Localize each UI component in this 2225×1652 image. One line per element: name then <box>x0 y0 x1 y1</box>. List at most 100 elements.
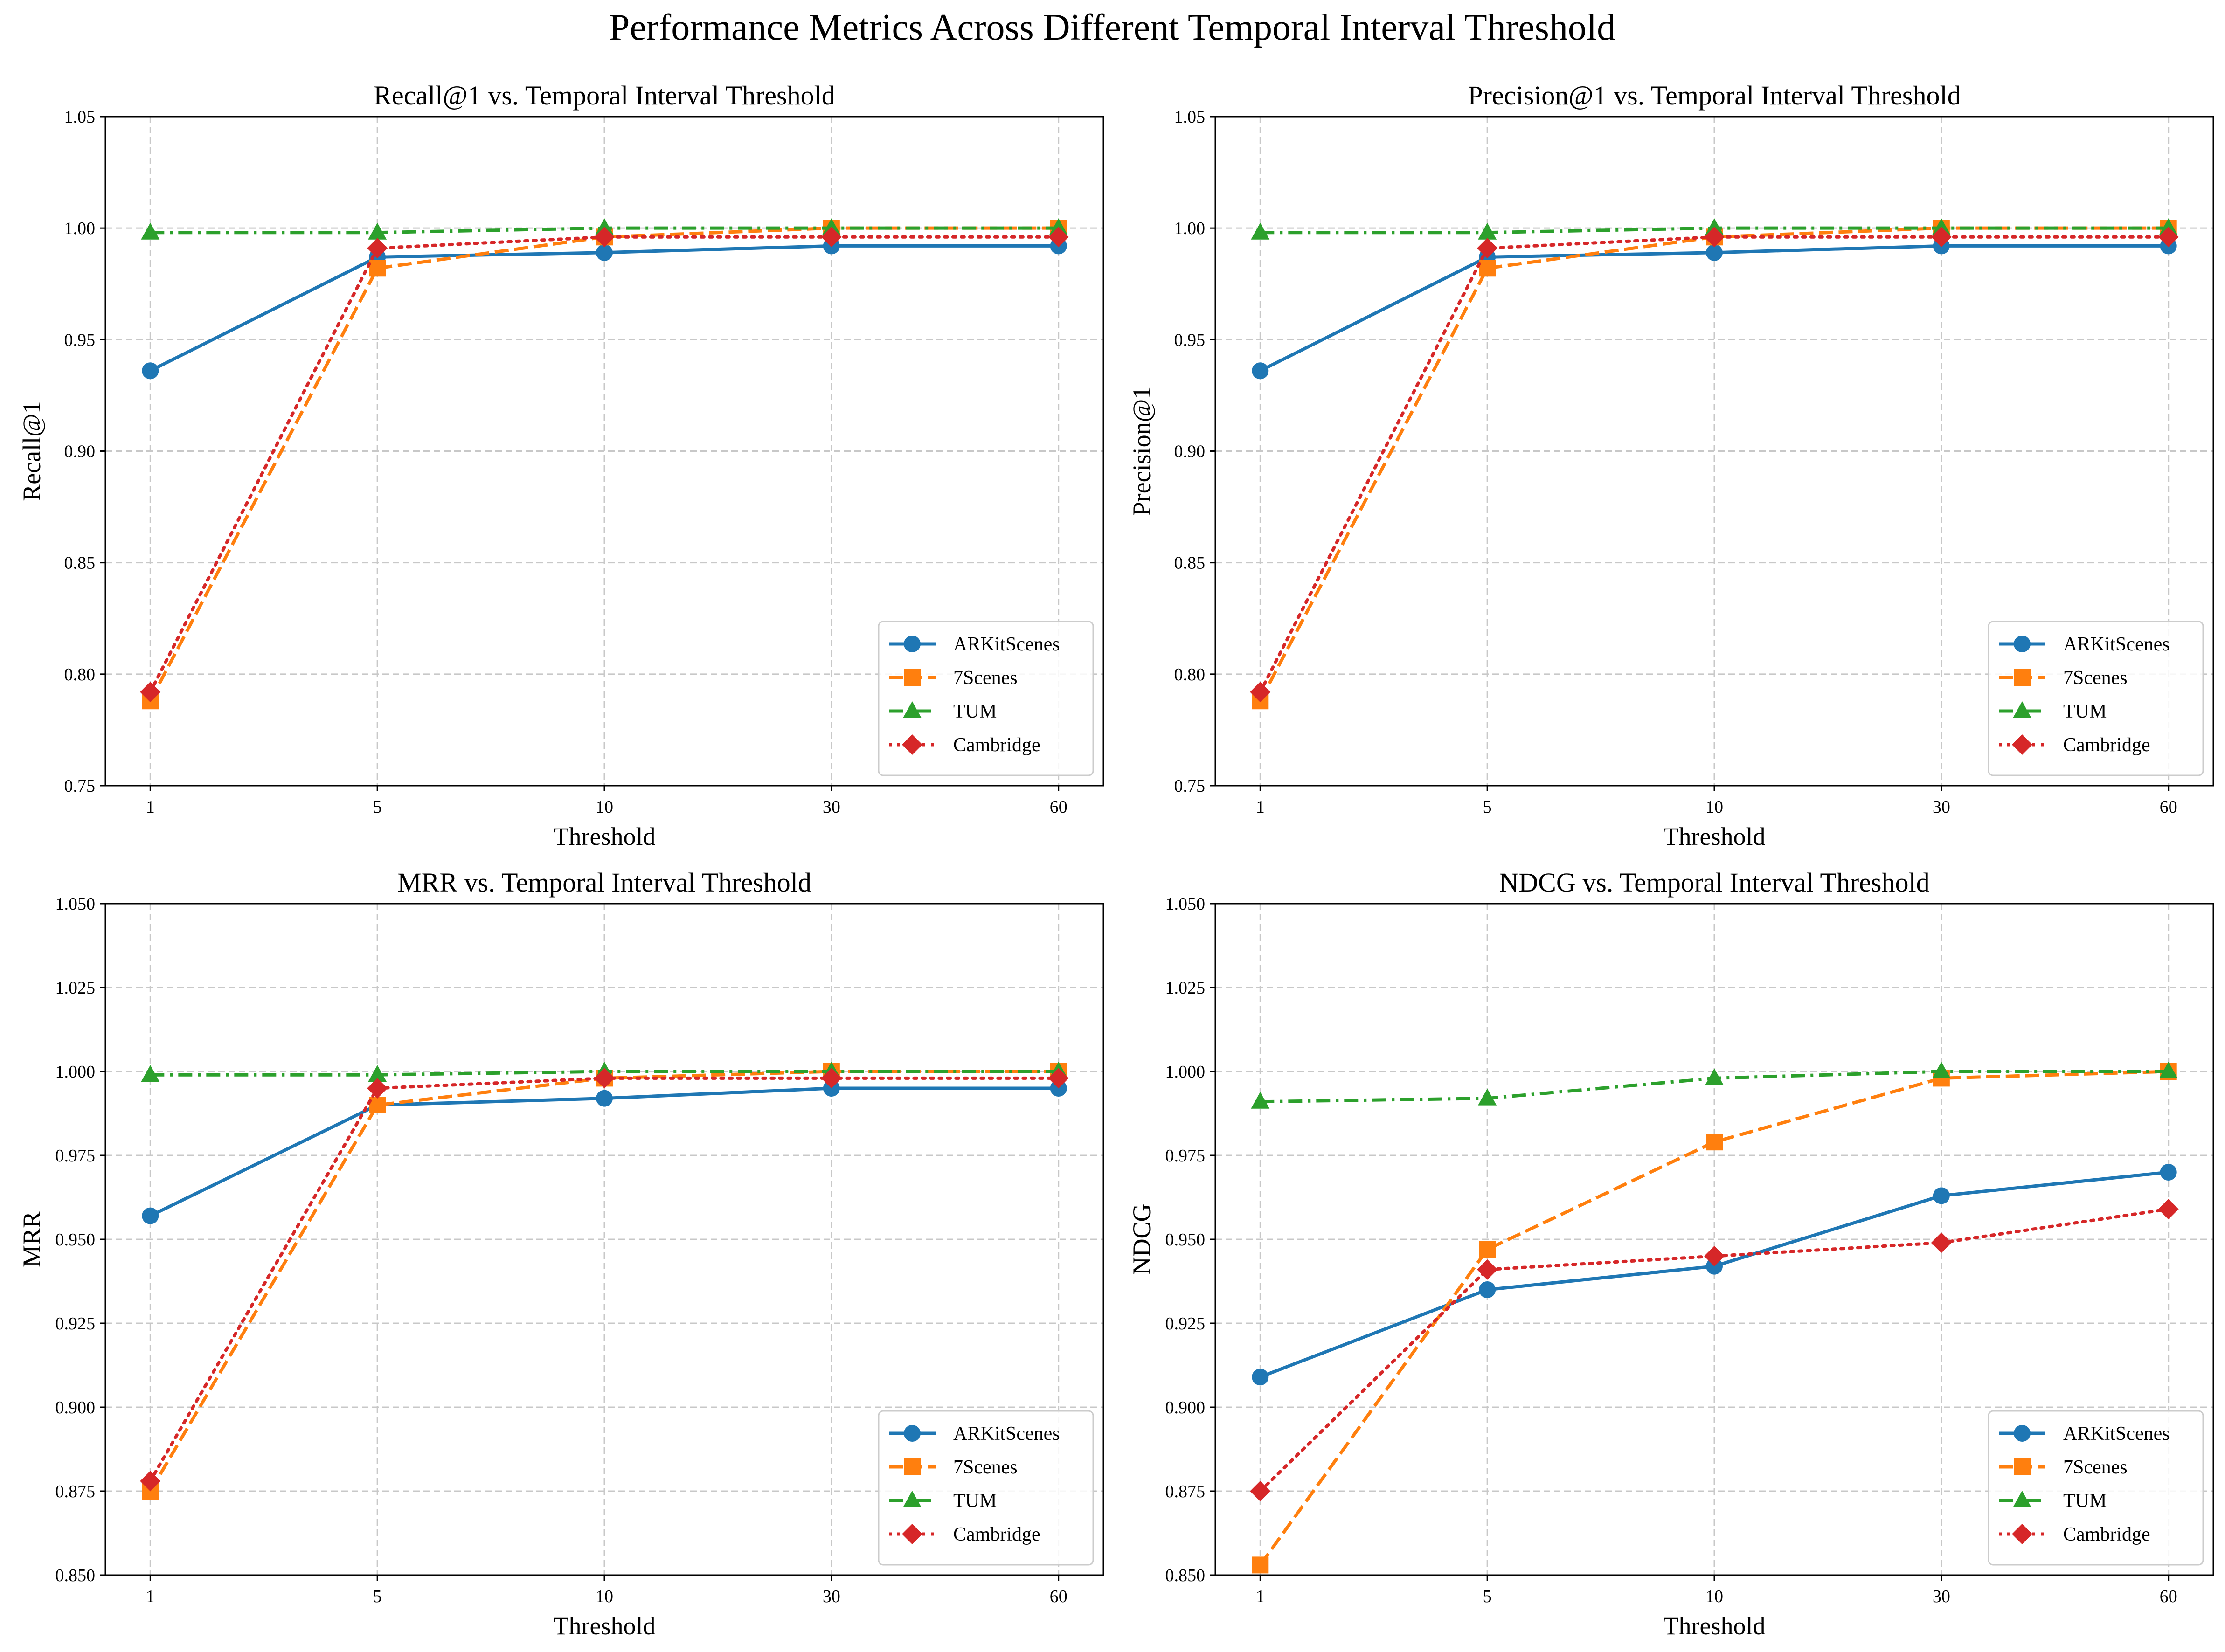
y-tick-label: 1.00 <box>64 219 96 238</box>
legend-label: ARKitScenes <box>953 634 1060 655</box>
panel-2: 0.75 0.80 0.85 0.90 0.95 1.00 1.05 1 5 10 30 60 Prec… <box>1128 80 2214 850</box>
data-point-cambridge <box>2158 227 2179 248</box>
x-tick-label: 1 <box>146 797 155 817</box>
data-point-tum <box>1478 222 1497 240</box>
panel-title: Precision@1 vs. Temporal Interval Thresh… <box>1468 80 1961 111</box>
series-cambridge <box>140 227 1069 703</box>
x-tick-label: 1 <box>146 1587 155 1606</box>
x-tick-label: 1 <box>1256 797 1265 817</box>
x-tick-label: 60 <box>1050 1587 1067 1606</box>
data-point-7scenes <box>1252 1556 1269 1574</box>
data-point-cambridge <box>1048 227 1069 248</box>
x-axis-label: Threshold <box>1664 823 1766 850</box>
legend-box <box>878 621 1094 776</box>
plot-frame <box>104 116 1104 787</box>
data-point-cambridge <box>1931 1232 1952 1253</box>
data-point-arkitscenes <box>2160 1164 2177 1181</box>
legend-item: Cambridge <box>889 734 1040 756</box>
legend-label: 7Scenes <box>2063 1457 2128 1478</box>
legend-box <box>1988 1410 2204 1566</box>
y-tick-label: 1.05 <box>1174 107 1206 127</box>
y-tick-label: 0.925 <box>55 1314 96 1334</box>
x-tick-label: 10 <box>596 1587 613 1606</box>
data-point-arkitscenes <box>1479 1281 1496 1298</box>
y-tick-label: 0.900 <box>1165 1398 1206 1417</box>
legend-marker <box>903 701 922 718</box>
data-point-cambridge <box>140 1471 161 1492</box>
data-point-tum <box>141 1065 160 1082</box>
data-point-tum <box>1932 218 1951 235</box>
legend-label: ARKitScenes <box>2063 1423 2170 1445</box>
y-tick-label: 0.85 <box>64 553 96 573</box>
x-tick-label: 30 <box>823 797 840 817</box>
figure-title: Performance Metrics Across Different Tem… <box>609 7 1615 48</box>
legend-label: TUM <box>2063 701 2107 722</box>
data-point-tum <box>368 222 387 240</box>
legend-item: Cambridge <box>889 1524 1040 1545</box>
legend-marker <box>904 1425 921 1442</box>
data-point-7scenes <box>1479 260 1496 277</box>
x-tick-label: 60 <box>2160 1587 2177 1606</box>
legend-item: TUM <box>1999 701 2107 722</box>
data-point-tum <box>1705 1068 1724 1085</box>
y-tick-label: 0.95 <box>1174 330 1206 350</box>
data-point-tum <box>1478 1088 1497 1106</box>
panel-4: 0.850 0.875 0.900 0.925 0.950 0.975 1.000 1.025… <box>1128 867 2214 1640</box>
data-point-cambridge <box>1704 227 1725 248</box>
y-tick-label: 0.90 <box>64 442 96 462</box>
y-tick-label: 1.000 <box>55 1062 96 1082</box>
plot-frame <box>1214 116 2214 787</box>
legend-marker <box>2014 636 2031 652</box>
legend-marker <box>2013 1491 2031 1507</box>
y-tick-label: 0.975 <box>55 1146 96 1166</box>
x-tick-label: 10 <box>596 797 613 817</box>
y-tick-label: 0.75 <box>64 776 96 796</box>
legend-marker <box>903 1491 922 1507</box>
data-point-arkitscenes <box>1252 362 1269 380</box>
legend-marker <box>2014 1425 2031 1442</box>
x-tick-label: 30 <box>1933 1587 1950 1606</box>
data-point-tum <box>1705 218 1724 235</box>
data-point-cambridge <box>1477 238 1498 259</box>
series-tum <box>1251 1062 2178 1109</box>
legend-marker <box>904 1458 921 1475</box>
legend-item: ARKitScenes <box>1999 1423 2170 1445</box>
series-cambridge <box>140 1068 1069 1492</box>
y-tick-label: 0.850 <box>1165 1566 1206 1585</box>
data-point-arkitscenes <box>596 244 613 261</box>
y-tick-label: 0.80 <box>1174 665 1206 684</box>
y-tick-label: 0.875 <box>1165 1482 1206 1501</box>
data-point-7scenes <box>1479 1241 1496 1258</box>
legend-marker <box>904 669 921 686</box>
data-point-cambridge <box>1250 682 1271 703</box>
data-point-cambridge <box>1250 1481 1271 1501</box>
legend-label: TUM <box>953 1490 997 1512</box>
y-tick-label: 0.90 <box>1174 442 1206 462</box>
x-axis-label: Threshold <box>554 1612 656 1640</box>
data-point-cambridge <box>2158 1199 2179 1220</box>
x-tick-label: 5 <box>373 1587 382 1606</box>
data-point-cambridge <box>367 238 388 259</box>
panel-title: MRR vs. Temporal Interval Threshold <box>397 867 811 898</box>
x-tick-label: 60 <box>1050 797 1067 817</box>
legend-marker <box>2012 1524 2032 1544</box>
legend-box <box>878 1410 1094 1566</box>
series-cambridge <box>1250 227 2179 703</box>
y-tick-label: 0.900 <box>55 1398 96 1417</box>
x-axis-label: Threshold <box>554 823 656 850</box>
data-point-tum <box>822 218 841 235</box>
y-tick-label: 0.950 <box>55 1230 96 1250</box>
legend-item: ARKitScenes <box>889 634 1060 655</box>
panel-1: 0.75 0.80 0.85 0.90 0.95 1.00 1.05 1 5 10 30 60 Reca… <box>18 80 1104 850</box>
data-point-cambridge <box>1931 227 1952 248</box>
legend-label: TUM <box>953 701 997 722</box>
legend-label: 7Scenes <box>2063 667 2128 689</box>
legend-box <box>1988 621 2204 776</box>
legend-marker <box>902 1524 922 1544</box>
legend-marker <box>902 734 922 755</box>
legend-label: ARKitScenes <box>2063 634 2170 655</box>
legend-marker <box>2012 734 2032 755</box>
data-point-cambridge <box>367 1078 388 1099</box>
